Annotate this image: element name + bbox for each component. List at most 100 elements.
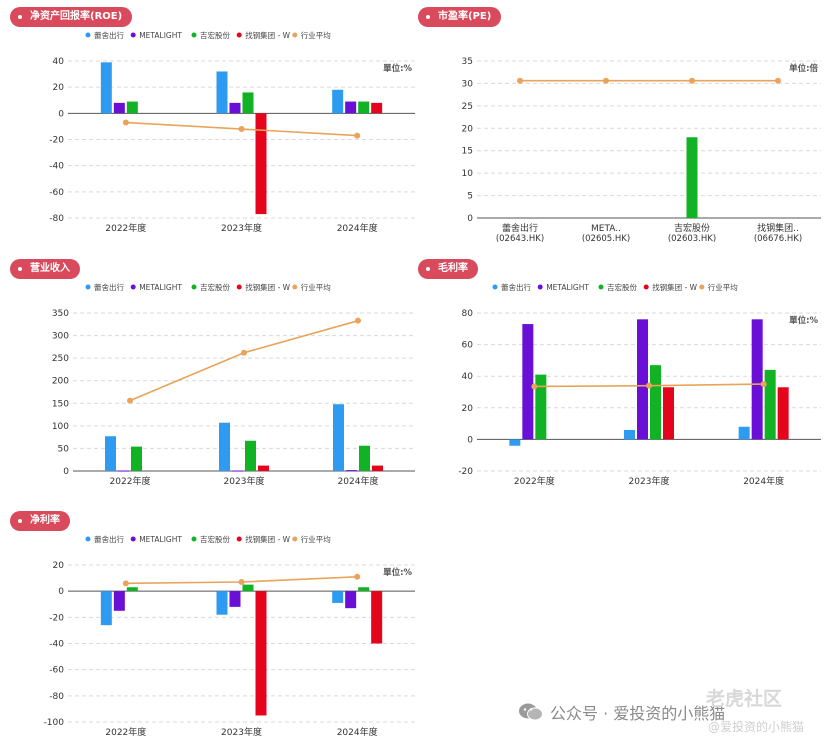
legend-marker <box>85 536 91 542</box>
bar <box>764 369 776 440</box>
legend-marker <box>292 284 298 290</box>
average-point <box>517 77 523 84</box>
average-point <box>122 119 129 126</box>
legend-marker <box>598 284 604 290</box>
y-tick-label: -40 <box>49 162 64 172</box>
x-tick-label: 2024年度 <box>338 475 379 487</box>
legend-marker <box>236 536 242 542</box>
bar <box>216 71 228 114</box>
y-tick-label: 300 <box>52 332 69 342</box>
bar <box>229 102 241 114</box>
legend-label: METALIGHT <box>139 535 182 544</box>
legend-marker <box>699 284 705 290</box>
y-tick-label: 150 <box>52 399 69 409</box>
y-tick-label: 20 <box>53 561 65 571</box>
y-tick-label: 50 <box>58 444 70 454</box>
bar <box>777 387 789 440</box>
watermark-site: 老虎社区 <box>706 684 782 711</box>
bar <box>118 470 129 472</box>
y-tick-label: -60 <box>49 666 64 676</box>
legend-marker <box>130 284 136 290</box>
bar <box>131 446 142 471</box>
y-tick-label: 10 <box>462 169 474 179</box>
legend-marker <box>130 32 136 38</box>
x-tick-label: META.. <box>591 224 621 234</box>
average-point <box>122 580 129 587</box>
bar <box>229 591 241 607</box>
average-point <box>355 317 361 324</box>
average-point <box>238 579 245 586</box>
y-tick-label: -20 <box>49 136 64 146</box>
y-tick-label: 0 <box>58 109 64 119</box>
legend-label: 吉宏股份 <box>200 534 230 544</box>
bar <box>232 470 243 472</box>
roe-title: 净资产回报率(ROE) <box>10 7 133 27</box>
bar <box>332 591 344 603</box>
y-tick-label: 250 <box>52 354 69 364</box>
revenue-chart: 蕾舍出行 METALIGHT 吉宏股份 找钢集团 - W 行业平均 0 50 100 150 20… <box>52 282 415 487</box>
bar <box>126 101 138 114</box>
legend-label: 行业平均 <box>301 282 331 292</box>
bar <box>258 465 269 471</box>
legend-label: 找钢集团 - W <box>245 30 290 40</box>
bar <box>100 62 112 114</box>
average-point <box>354 573 361 580</box>
x-tick-label: 2024年度 <box>743 475 784 487</box>
average-point <box>603 77 609 84</box>
legend-marker <box>85 32 91 38</box>
average-line <box>129 319 359 402</box>
bar <box>358 587 370 592</box>
watermark-channel-text: 公众号 · 爱投资的小熊猫 <box>550 704 726 723</box>
unit-label: 單位:% <box>789 315 818 326</box>
legend-label: 行业平均 <box>301 30 331 40</box>
bar <box>624 429 635 440</box>
x-tick-sublabel: (02605.HK) <box>582 234 630 244</box>
y-tick-label: 0 <box>63 467 69 477</box>
x-tick-label: 蕾舍出行 <box>502 222 538 234</box>
legend-label: 找钢集团 - W <box>245 534 290 544</box>
legend-label: 吉宏股份 <box>200 30 230 40</box>
y-tick-label: 100 <box>52 422 69 432</box>
average-point <box>241 349 247 356</box>
legend-label: METALIGHT <box>139 283 182 292</box>
bar <box>345 101 357 114</box>
legend-label: 行业平均 <box>301 534 331 544</box>
x-tick-label: 2022年度 <box>110 475 151 487</box>
roe-panel: 净资产回报率(ROE) 蕾舍出行 METALIGHT 吉宏股份 找钢集团 - W 行业平… <box>0 0 415 250</box>
unit-label: 单位:倍 <box>789 63 818 74</box>
average-point <box>646 382 652 389</box>
legend-marker <box>537 284 543 290</box>
average-point <box>531 383 538 390</box>
x-tick-label: 2022年度 <box>105 726 146 738</box>
bar <box>333 404 344 471</box>
bar <box>346 470 357 472</box>
net-margin-panel: 净利率 蕾舍出行 METALIGHT 吉宏股份 找钢集团 - W 行业平均 -100 -80… <box>0 504 415 745</box>
revenue-panel: 营业收入 蕾舍出行 METALIGHT 吉宏股份 找钢集团 - W 行业平均 0 50 100… <box>0 252 415 504</box>
y-tick-label: -100 <box>44 718 65 728</box>
legend-label: METALIGHT <box>546 283 589 292</box>
roe-chart: 蕾舍出行 METALIGHT 吉宏股份 找钢集团 - W 行业平均 -80 -60 -40 -2… <box>49 30 415 234</box>
y-tick-label: 200 <box>52 377 69 387</box>
legend-label: 找钢集团 - W <box>652 282 697 292</box>
gross-margin-title: 毛利率 <box>418 259 478 279</box>
bar <box>332 89 344 114</box>
net-margin-chart: 蕾舍出行 METALIGHT 吉宏股份 找钢集团 - W 行业平均 -100 -80 -60 -… <box>44 534 415 738</box>
bar <box>372 465 383 471</box>
y-tick-label: 40 <box>53 57 65 67</box>
y-tick-label: 60 <box>462 341 474 351</box>
bar <box>245 440 256 471</box>
x-tick-label: 2023年度 <box>221 726 262 738</box>
legend-label: 蕾舍出行 <box>94 30 124 40</box>
bar <box>216 591 228 615</box>
y-tick-label: -80 <box>49 692 64 702</box>
legend-marker <box>130 536 136 542</box>
wechat-icon <box>518 702 544 722</box>
bar <box>255 591 267 716</box>
y-tick-label: 350 <box>52 309 69 319</box>
legend-marker <box>492 284 498 290</box>
x-tick-label: 2023年度 <box>221 222 262 234</box>
x-tick-sublabel: (02603.HK) <box>668 234 716 244</box>
bar <box>113 102 125 114</box>
x-tick-label: 2023年度 <box>224 475 265 487</box>
y-tick-label: 40 <box>462 372 474 382</box>
